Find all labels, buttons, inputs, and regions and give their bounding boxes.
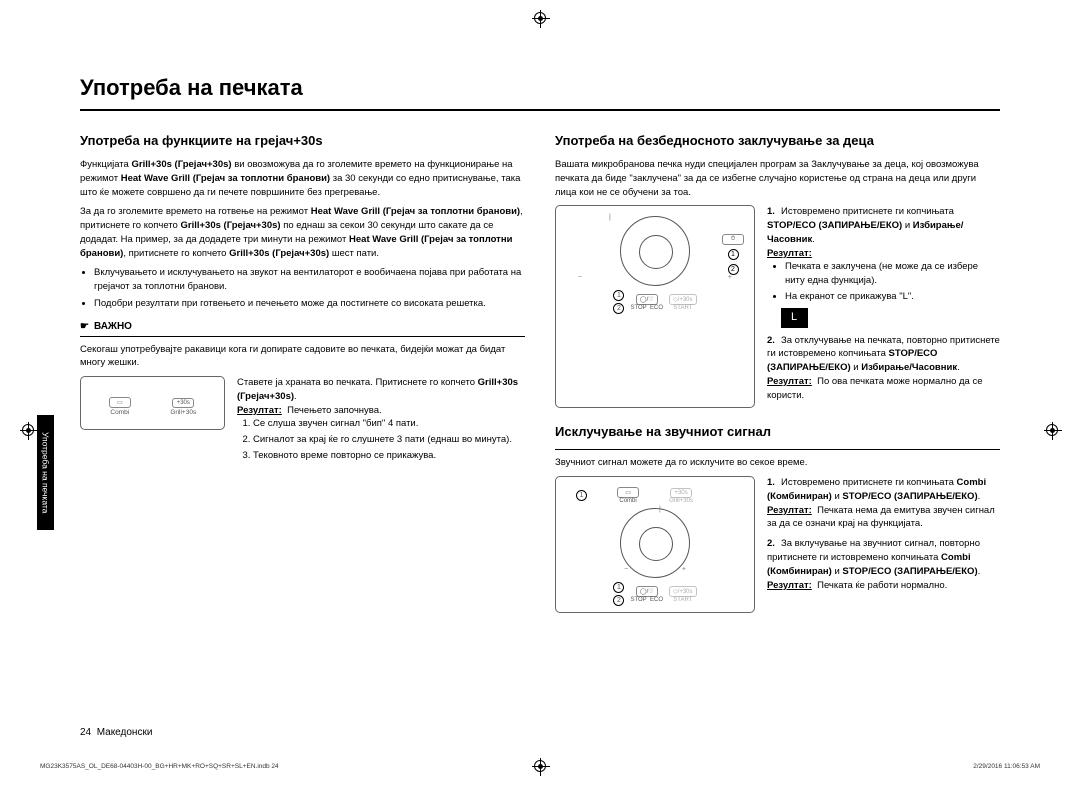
callout-1-icon: 1	[576, 490, 587, 501]
control-panel-diagram-lock: | − + ⏱ 1 2 1 2	[555, 205, 755, 408]
important-heading: ☛ ВАЖНО	[80, 321, 525, 332]
registration-mark	[1046, 424, 1058, 436]
control-panel-diagram: ▭ Combi +30s Grill+30s	[80, 376, 225, 430]
list-item: Сигналот за крај ќе го слушнете 3 пати (…	[253, 433, 525, 447]
section-title-sound: Исклучување на звучниот сигнал	[555, 424, 1000, 439]
list-item: Вклучувањето и исклучувањето на звукот н…	[94, 266, 525, 294]
important-text: Секогаш употребувајте ракавици кога ги д…	[80, 343, 525, 371]
clock-button-icon: ⏱	[722, 234, 744, 245]
step-1: 1.Истовремено притиснете ги копчињата Co…	[767, 476, 1000, 531]
footer-timestamp: 2/29/2016 11:06:53 AM	[973, 763, 1040, 770]
control-panel-diagram-sound: 1 ▭ Combi +30s Grill+30s 2 |	[555, 476, 755, 613]
footer-filename: MG23K3575AS_OL_DE68-04403H-00_BG+HR+MK+R…	[40, 763, 279, 770]
stop-eco-button-icon: ◯/♡	[636, 294, 658, 305]
callout-1-icon: 1	[728, 249, 739, 260]
pointer-icon: ☛	[80, 321, 89, 332]
combi-button-icon: ▭	[109, 397, 131, 408]
paragraph: За да го зголемите времето на готвење на…	[80, 205, 525, 260]
list-item: Тековното време повторно се прикажува.	[253, 449, 525, 463]
dial-icon	[620, 508, 690, 578]
step-2: 2.За отклучување на печката, повторно пр…	[767, 334, 1000, 403]
page-number: 24	[80, 727, 91, 738]
list-item: Печката е заклучена (не може да се избер…	[785, 260, 1000, 288]
grill30s-button-icon: +30s	[172, 398, 194, 408]
lcd-display: L	[781, 308, 808, 328]
callout-2-icon: 2	[613, 303, 624, 314]
dial-icon	[620, 216, 690, 286]
callout-1-icon: 1	[613, 582, 624, 593]
language-label: Македонски	[97, 727, 153, 738]
paragraph: Звучниот сигнал можете да го исклучите в…	[555, 456, 1000, 470]
list-item: Се слуша звучен сигнал "бип" 4 пати.	[253, 417, 525, 431]
side-tab: Употреба на печката	[37, 415, 54, 530]
registration-mark	[534, 12, 546, 24]
paragraph: Вашата микробранова печка нуди специјале…	[555, 158, 1000, 199]
page-footer: 24 Македонски	[80, 727, 152, 738]
section-title-grill30s: Употреба на функциите на грејач+30s	[80, 133, 525, 148]
step-1: 1.Истовремено притиснете ги копчињата ST…	[767, 205, 1000, 327]
divider	[80, 336, 525, 337]
registration-mark	[22, 424, 34, 436]
callout-2-icon: 2	[728, 264, 739, 275]
stop-eco-button-icon: ◯/♡	[636, 586, 658, 597]
step-2: 2.За вклучување на звучниот сигнал, повт…	[767, 537, 1000, 592]
callout-1-icon: 1	[613, 290, 624, 301]
callout-2-icon: 2	[613, 595, 624, 606]
grill30s-button-icon: +30s	[670, 488, 692, 498]
paragraph: Функцијата Grill+30s (Грејач+30s) ви ово…	[80, 158, 525, 199]
list-item: На екранот се прикажува "L".	[785, 290, 1000, 304]
combi-button-icon: ▭	[617, 487, 639, 498]
steps-block: Ставете ја храната во печката. Притиснет…	[237, 376, 525, 465]
section-title-childlock: Употреба на безбедносното заклучување за…	[555, 133, 1000, 148]
start-button-icon: ◇/+30s	[669, 294, 696, 305]
list-item: Подобри резултати при готвењето и печење…	[94, 297, 525, 311]
column-right: Употреба на безбедносното заклучување за…	[555, 133, 1000, 613]
divider	[555, 449, 1000, 450]
footer-meta: MG23K3575AS_OL_DE68-04403H-00_BG+HR+MK+R…	[40, 763, 1040, 770]
column-left: Употреба на функциите на грејач+30s Функ…	[80, 133, 525, 613]
page-content: Употреба на печката Употреба на функциит…	[80, 75, 1000, 613]
start-button-icon: ◇/+30s	[669, 586, 696, 597]
bullet-list: Вклучувањето и исклучувањето на звукот н…	[94, 266, 525, 310]
page-title: Употреба на печката	[80, 75, 1000, 111]
